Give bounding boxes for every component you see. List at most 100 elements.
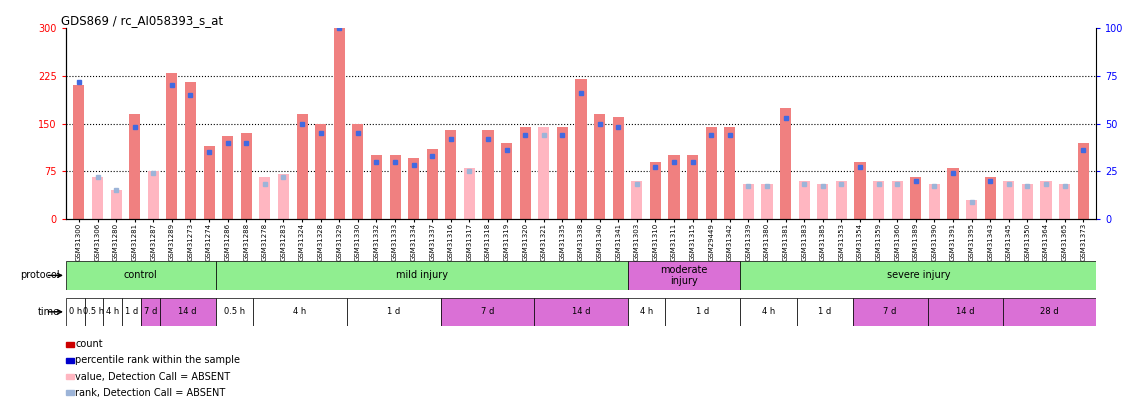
Text: 14 d: 14 d [571,307,591,316]
Bar [390,155,401,219]
Bar [223,136,233,219]
Text: severe injury: severe injury [886,271,950,280]
Bar [668,155,679,219]
Bar [159,298,216,326]
Text: 28 d: 28 d [1041,307,1059,316]
Bar [966,200,977,219]
Text: 1 d: 1 d [696,307,710,316]
Bar [130,114,140,219]
Bar [761,184,772,219]
Bar [141,298,159,326]
Bar [538,127,550,219]
Bar [666,298,741,326]
Text: count: count [75,339,103,349]
Bar [315,124,326,219]
Bar [853,298,928,326]
Text: 0.5 h: 0.5 h [224,307,245,316]
Bar [103,298,122,326]
Text: time: time [39,307,60,317]
Bar [576,79,586,219]
Bar [346,298,441,326]
Bar [594,114,605,219]
Bar [185,82,197,219]
Bar [817,184,828,219]
Text: moderate
injury: moderate injury [660,264,708,286]
Bar [148,171,159,219]
Bar [352,124,364,219]
Bar [650,162,661,219]
Bar [92,177,103,219]
Bar [1041,181,1052,219]
Bar [66,298,84,326]
Bar [725,127,735,219]
Bar [874,181,884,219]
Bar [216,298,253,326]
Bar [501,143,512,219]
Bar [483,130,494,219]
Bar [110,190,122,219]
Bar [743,184,754,219]
Bar [241,133,252,219]
Text: percentile rank within the sample: percentile rank within the sample [75,356,241,365]
Bar [1003,298,1096,326]
Text: 14 d: 14 d [955,307,975,316]
Text: 1 d: 1 d [125,307,139,316]
Bar [628,298,666,326]
Bar [985,177,996,219]
Text: 4 h: 4 h [762,307,775,316]
Bar [253,298,346,326]
Bar [1022,184,1033,219]
Bar [203,146,215,219]
Bar [910,177,921,219]
Bar [928,298,1003,326]
Bar [445,130,457,219]
Bar [278,174,289,219]
Bar [84,298,103,326]
Bar [334,0,345,219]
Bar [441,298,534,326]
Bar [166,73,177,219]
Bar [519,127,531,219]
Text: rank, Detection Call = ABSENT: rank, Detection Call = ABSENT [75,388,226,398]
Bar [796,298,853,326]
Bar [854,162,866,219]
Bar [836,181,847,219]
Text: 7 d: 7 d [884,307,896,316]
Bar [66,261,216,290]
Text: 7 d: 7 d [481,307,494,316]
Text: 1 d: 1 d [387,307,400,316]
Bar [534,298,628,326]
Bar [74,85,84,219]
Bar [892,181,903,219]
Bar [259,177,270,219]
Bar [1059,184,1070,219]
Bar [427,149,437,219]
Bar [216,261,628,290]
Bar [408,158,419,219]
Text: value, Detection Call = ABSENT: value, Detection Call = ABSENT [75,372,231,382]
Text: GDS869 / rc_AI058393_s_at: GDS869 / rc_AI058393_s_at [60,14,223,27]
Text: 7 d: 7 d [143,307,157,316]
Bar [741,298,796,326]
Bar [628,261,741,290]
Bar [557,127,568,219]
Text: 4 h: 4 h [106,307,119,316]
Text: 4 h: 4 h [640,307,653,316]
Bar [612,117,624,219]
Bar [463,168,475,219]
Bar [780,108,792,219]
Text: 4 h: 4 h [293,307,307,316]
Bar [947,168,959,219]
Text: 14 d: 14 d [178,307,197,316]
Bar [741,261,1096,290]
Bar [705,127,717,219]
Bar [687,155,699,219]
Bar [1078,143,1088,219]
Text: control: control [124,271,158,280]
Text: 0 h: 0 h [68,307,82,316]
Text: mild injury: mild injury [395,271,448,280]
Bar [122,298,141,326]
Bar [799,181,810,219]
Text: protocol: protocol [20,271,60,280]
Bar [632,181,643,219]
